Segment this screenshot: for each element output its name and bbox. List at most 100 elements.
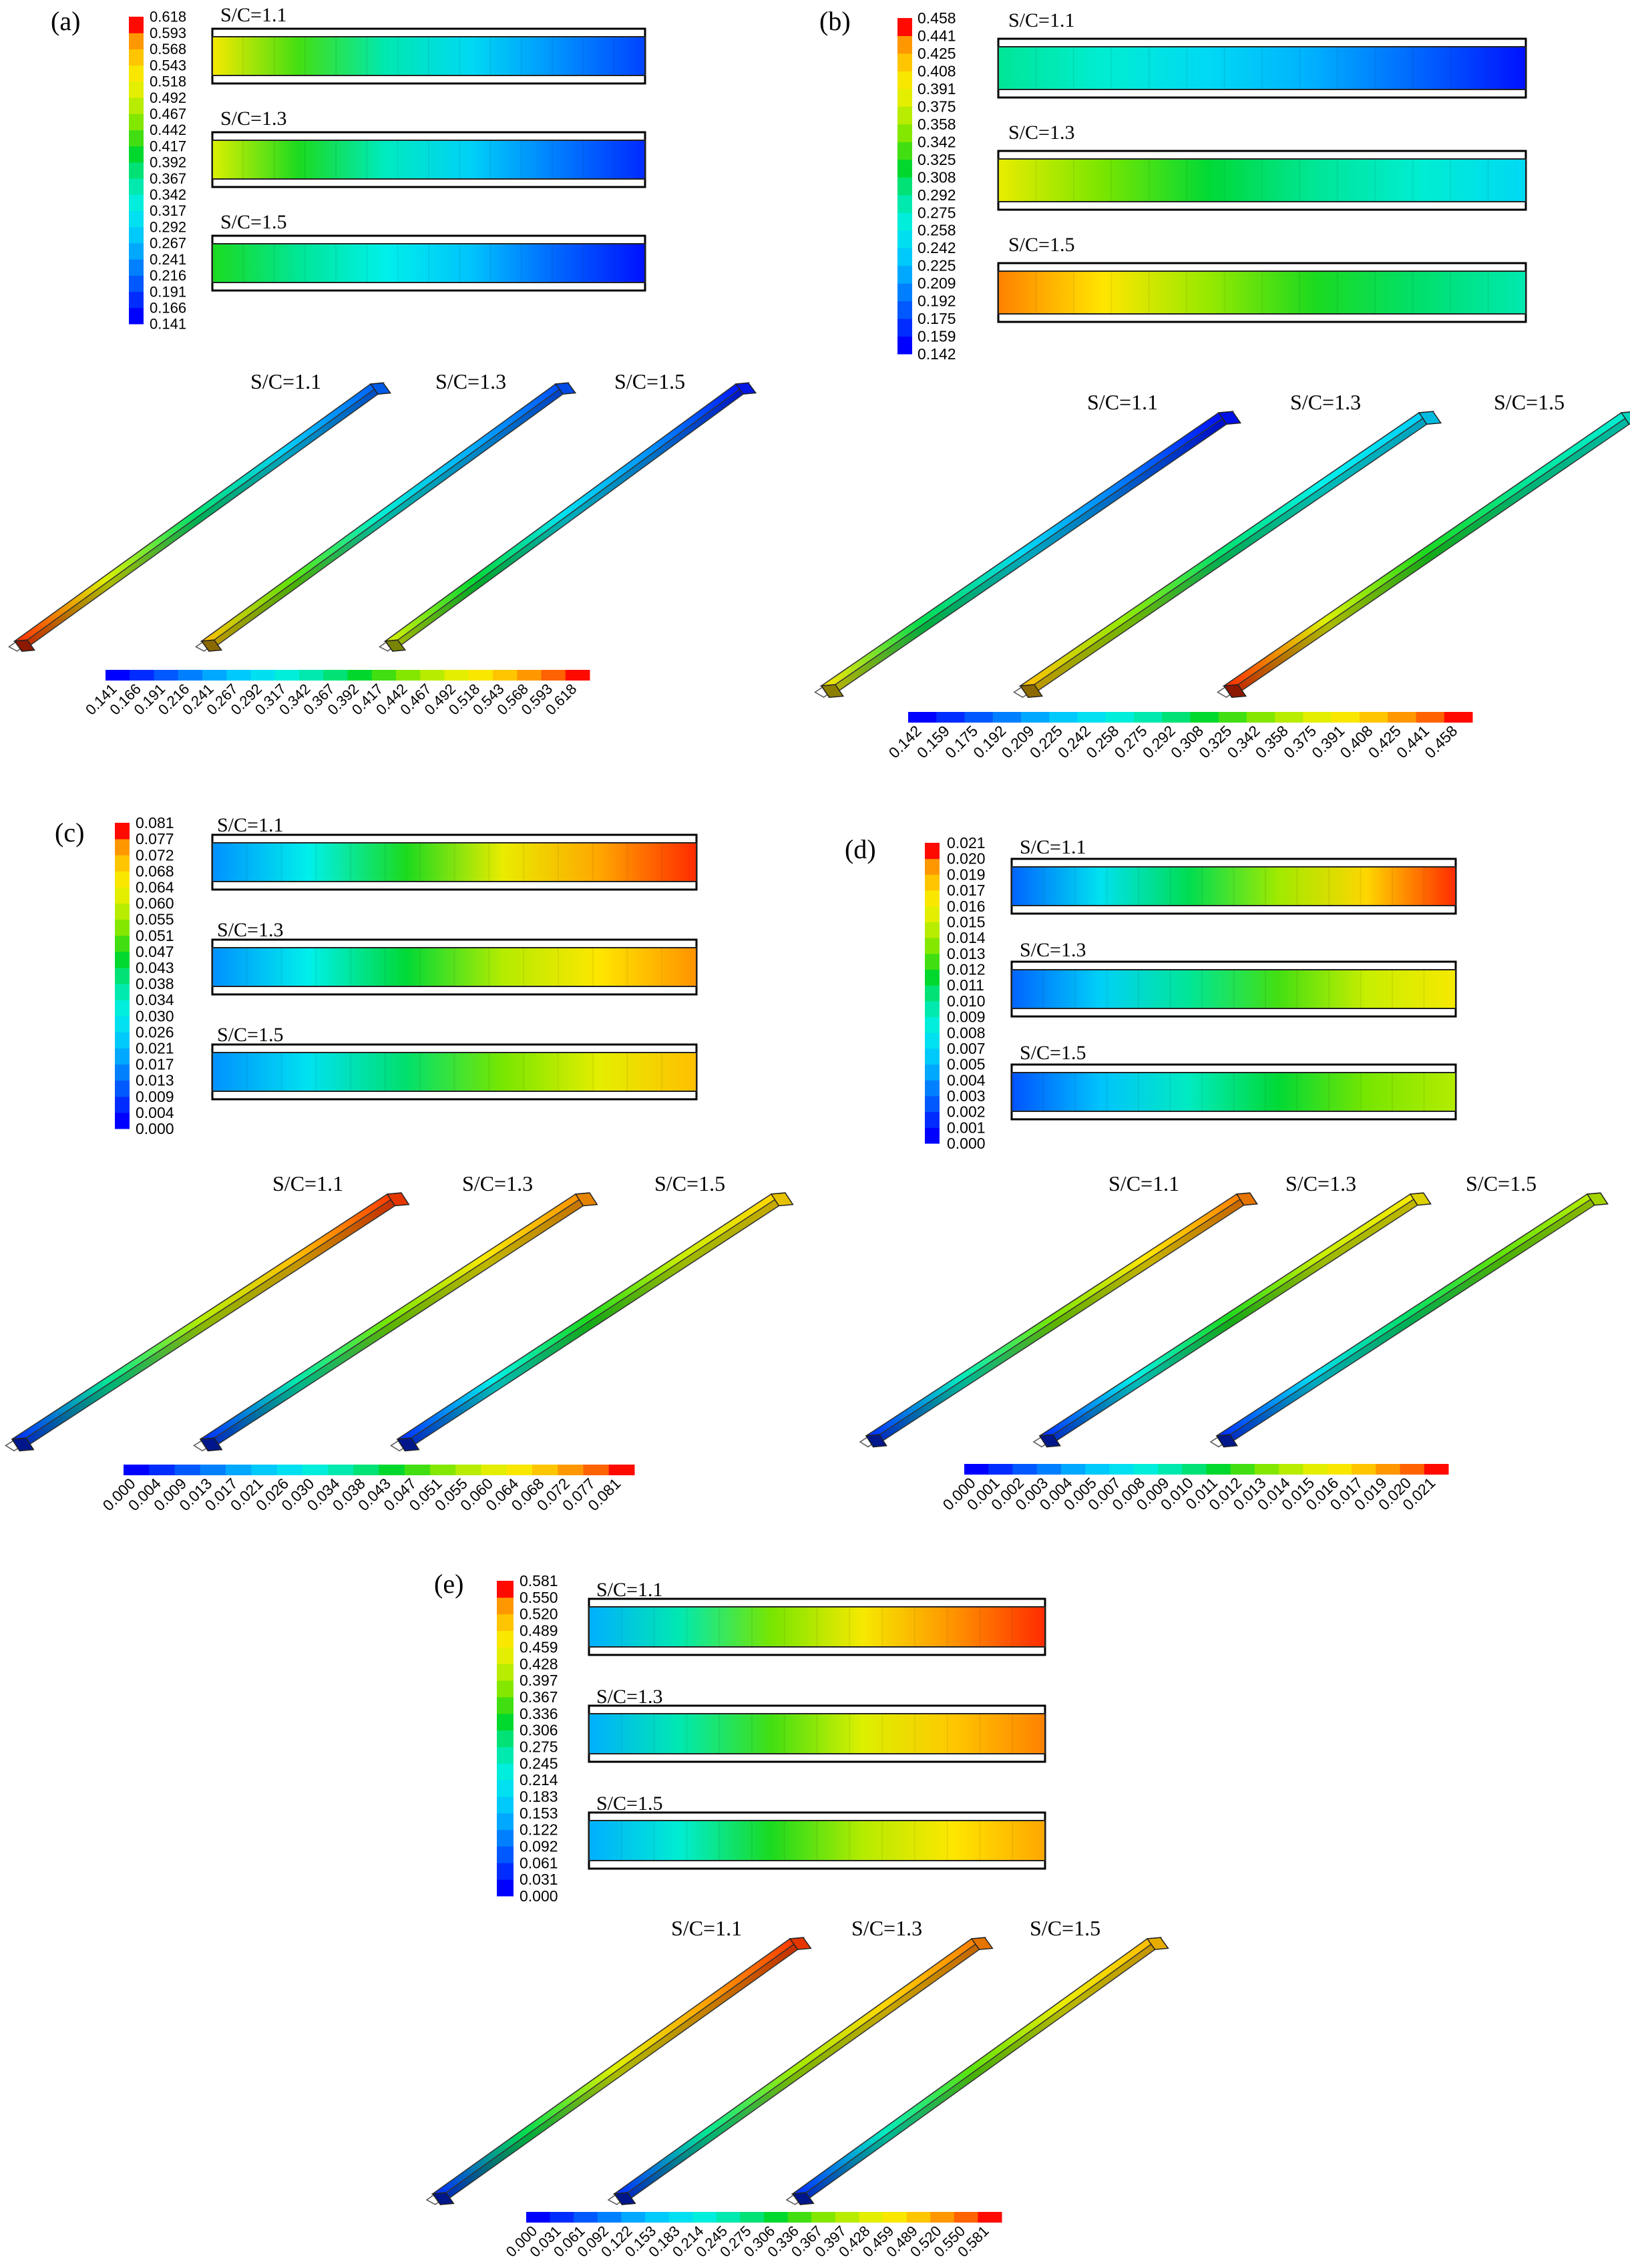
channel-3d-view: S/C=1.5	[785, 1916, 1169, 2206]
legend-swatch	[1275, 712, 1303, 723]
legend-tick-label: 0.092	[520, 1838, 558, 1855]
legend-swatch	[1021, 712, 1050, 723]
legend-tick-label: 0.518	[150, 73, 186, 90]
legend-tick-label: 0.016	[947, 898, 986, 915]
legend-tick-label: 0.010	[947, 992, 986, 1010]
legend-swatch	[1109, 1464, 1135, 1475]
vertical-legend: 0.0000.0010.0020.0030.0040.0050.0070.008…	[925, 834, 986, 1152]
channel-3d-view: S/C=1.5	[379, 369, 757, 652]
legend-swatch	[497, 1713, 514, 1731]
legend-tick-label: 0.142	[885, 722, 925, 761]
legend-swatch	[115, 839, 130, 856]
legend-tick-label: 0.009	[136, 1088, 174, 1105]
legend-swatch	[1190, 712, 1219, 723]
legend-swatch	[1061, 1464, 1086, 1475]
legend-tick-label: 0.391	[918, 80, 956, 98]
legend-swatch	[371, 670, 397, 681]
legend-swatch	[115, 935, 130, 952]
vertical-legend: 0.1420.1590.1750.1920.2090.2250.2420.258…	[897, 9, 956, 363]
legend-swatch	[925, 969, 940, 986]
legend-swatch	[897, 230, 912, 248]
legend-swatch	[1036, 1464, 1062, 1475]
legend-swatch	[250, 670, 276, 681]
bar-outlet-cap	[1620, 411, 1630, 425]
legend-tick-label: 0.000	[136, 1120, 174, 1137]
legend-tick-label: 0.021	[136, 1040, 174, 1057]
legend-tick-label: 0.060	[136, 895, 174, 912]
legend-swatch	[897, 18, 912, 36]
section-strip: S/C=1.5	[211, 211, 646, 292]
bar-front-face	[612, 1937, 987, 2195]
panel-d: (d) 0.0000.0010.0020.0030.0040.0050.0070.…	[845, 834, 1609, 1513]
strip-case-label: S/C=1.3	[1020, 939, 1086, 961]
legend-tick-label: 0.008	[947, 1024, 986, 1041]
legend-tick-label: 0.375	[1280, 722, 1319, 761]
legend-tick-label: 0.000	[947, 1135, 986, 1152]
strip-case-label: S/C=1.3	[1008, 122, 1074, 144]
legend-swatch	[1247, 712, 1275, 723]
bar-case-label: S/C=1.3	[1285, 1171, 1356, 1195]
panel-label: (d)	[845, 834, 876, 864]
legend-tick-label: 0.342	[918, 133, 956, 150]
legend-tick-label: 0.061	[520, 1854, 558, 1871]
legend-tick-label: 0.051	[136, 927, 174, 944]
section-strip: S/C=1.5	[211, 1024, 698, 1101]
legend-tick-label: 0.358	[918, 116, 956, 133]
legend-tick-label: 0.002	[947, 1103, 986, 1121]
legend-tick-label: 0.012	[947, 961, 986, 978]
legend-swatch	[1105, 712, 1135, 723]
legend-tick-label: 0.342	[1224, 722, 1263, 761]
legend-swatch	[1012, 1464, 1038, 1475]
bar-inlet-cap	[1019, 684, 1044, 699]
bar-outlet-cap	[735, 382, 757, 395]
legend-swatch	[1303, 712, 1332, 723]
legend-tick-label: 0.308	[1167, 722, 1207, 761]
legend-swatch	[532, 1465, 558, 1475]
legend-swatch	[129, 291, 144, 309]
legend-tick-label: 0.141	[150, 316, 186, 333]
legend-swatch	[129, 65, 144, 82]
legend-swatch	[149, 1465, 175, 1475]
bar-inlet-cap	[11, 1437, 35, 1452]
bar-case-label: S/C=1.1	[1108, 1171, 1179, 1195]
vertical-legend: 0.0000.0040.0090.0130.0170.0210.0260.030…	[115, 814, 174, 1137]
strip-contour	[1011, 1072, 1456, 1112]
legend-tick-label: 0.153	[520, 1805, 558, 1822]
legend-tick-label: 0.397	[520, 1672, 558, 1689]
channel-3d-view: S/C=1.1	[5, 1171, 410, 1452]
channel-3d-view: S/C=1.3	[1032, 1171, 1432, 1448]
channel-3d-view: S/C=1.3	[195, 369, 577, 652]
legend-tick-label: 0.325	[1195, 722, 1235, 761]
horizontal-legend: 0.1410.1660.1910.2160.2410.2670.2920.317…	[82, 670, 590, 718]
panel-a: (a)0.1410.1660.1910.2160.2410.2670.2920.…	[8, 4, 757, 718]
legend-swatch	[1327, 1464, 1352, 1475]
strip-case-label: S/C=1.5	[1020, 1042, 1086, 1064]
strip-contour	[1011, 969, 1456, 1009]
legend-swatch	[497, 1796, 514, 1814]
legend-swatch	[925, 1095, 940, 1113]
bar-inlet-cap	[791, 2192, 815, 2205]
legend-tick-label: 0.001	[947, 1119, 986, 1136]
legend-swatch	[124, 1465, 150, 1475]
legend-swatch	[1230, 1464, 1255, 1475]
legend-swatch	[115, 1096, 130, 1113]
legend-tick-label: 0.013	[947, 945, 986, 962]
legend-swatch	[497, 1813, 514, 1831]
legend-tick-label: 0.007	[947, 1040, 986, 1057]
legend-swatch	[115, 1048, 130, 1065]
legend-swatch	[565, 670, 590, 681]
legend-tick-label: 0.031	[520, 1871, 558, 1888]
channel-3d-view: S/C=1.1	[859, 1171, 1258, 1448]
legend-swatch	[925, 985, 940, 1002]
legend-tick-label: 0.425	[918, 45, 956, 62]
strip-case-label: S/C=1.5	[220, 211, 286, 233]
bar-inlet-cap	[13, 639, 36, 652]
strip-contour	[212, 36, 646, 76]
legend-swatch	[251, 1465, 277, 1475]
bar-case-label: S/C=1.5	[654, 1171, 725, 1195]
channel-3d-view: S/C=1.5	[1209, 1171, 1609, 1448]
legend-tick-label: 0.375	[918, 98, 956, 115]
legend-swatch	[1303, 1464, 1328, 1475]
legend-swatch	[497, 1696, 514, 1714]
